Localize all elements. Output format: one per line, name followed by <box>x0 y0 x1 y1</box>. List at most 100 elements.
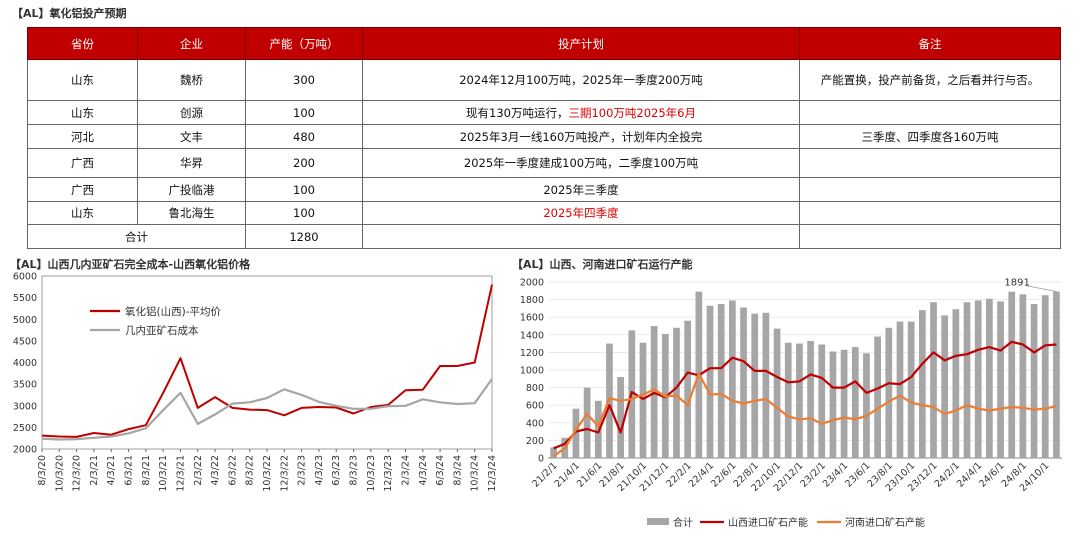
header-province: 省份 <box>27 27 138 60</box>
y-tick-label: 1400 <box>520 330 544 341</box>
ore-capacity-chart: 020040060080010001200140016001800200021/… <box>520 278 1062 529</box>
bar <box>851 347 859 458</box>
bar <box>706 305 714 458</box>
plan-highlight: 三期100万吨2025年6月 <box>568 105 696 120</box>
bar <box>863 353 870 458</box>
plan-text: 现有130万吨运行， <box>466 105 569 120</box>
production-plan-table: 省份 企业 产能（万吨） 投产计划 备注 山东 魏桥 300 2024年12月100万… <box>27 27 1061 249</box>
y-tick-label: 400 <box>526 418 544 429</box>
bar <box>617 377 624 458</box>
cost-price-chart: 2000 2500 3000 3500 4000 4500 5000 5500 6000 8/3/… <box>13 272 498 492</box>
y-tick-label: 2000 <box>520 278 544 289</box>
bar <box>807 340 814 458</box>
bar <box>907 321 915 458</box>
cell-note <box>799 100 1061 125</box>
table-total-row: 合计 1280 <box>27 224 1061 249</box>
plan-text: 2025年三季度 <box>543 182 619 197</box>
bar <box>673 327 680 458</box>
y-tick-label: 4500 <box>13 336 37 347</box>
cell-capacity: 300 <box>245 59 363 101</box>
cell-company: 鲁北海生 <box>137 201 246 225</box>
series-line-0 <box>41 284 493 438</box>
x-tick-label: 8/3/24 <box>452 455 463 486</box>
y-tick-label: 3500 <box>13 380 37 391</box>
x-tick-label: 12/3/22 <box>279 455 290 492</box>
y-tick-label: 5000 <box>13 315 37 326</box>
header-plan: 投产计划 <box>362 27 800 60</box>
cell-plan: 2025年一季度建成100万吨，二季度100万吨 <box>362 148 800 178</box>
cell-capacity: 100 <box>245 201 363 225</box>
y-tick-label: 5500 <box>13 293 37 304</box>
bar <box>818 344 826 458</box>
cell-province: 山东 <box>27 59 138 101</box>
x-tick-label: 10/3/22 <box>262 455 273 492</box>
series-line-2 <box>552 372 1057 458</box>
bar <box>572 408 580 458</box>
table-row: 广西 华昇 200 2025年一季度建成100万吨，二季度100万吨 <box>27 148 1061 178</box>
bar <box>717 304 725 458</box>
y-tick-label: 2000 <box>13 445 37 456</box>
bar <box>1053 291 1060 458</box>
plan-text: 2025年一季度建成100万吨，二季度100万吨 <box>463 156 699 170</box>
bar <box>1041 295 1049 458</box>
cell-company: 文丰 <box>137 124 246 149</box>
plan-text: 2024年12月100万吨，2025年一季度200万吨 <box>459 73 703 87</box>
series-line-1 <box>41 378 493 441</box>
legend-label: 几内亚矿石成本 <box>125 324 199 337</box>
cell-capacity: 100 <box>245 100 363 125</box>
header-company: 企业 <box>137 27 246 60</box>
bar <box>930 302 937 458</box>
x-tick-label: 4/3/23 <box>314 455 325 486</box>
cell-plan: 2025年三季度 <box>362 177 800 202</box>
bar <box>550 447 557 458</box>
cell-province: 广西 <box>27 148 138 178</box>
y-tick-label: 600 <box>526 401 544 412</box>
bar <box>918 310 926 458</box>
x-tick-label: 6/3/22 <box>227 455 238 486</box>
bar <box>840 349 848 458</box>
x-tick-label: 2/3/22 <box>193 455 204 486</box>
cell-plan: 2025年四季度 <box>362 201 800 225</box>
x-tick-label: 4/3/24 <box>418 455 429 486</box>
x-tick-label: 10/3/24 <box>470 455 481 492</box>
cell-province: 广西 <box>27 177 138 202</box>
bar <box>963 302 971 458</box>
x-tick-label: 2/3/24 <box>400 455 411 486</box>
empty-cell <box>362 224 800 249</box>
cell-company: 广投临港 <box>137 177 246 202</box>
bar <box>997 301 1004 458</box>
cell-plan: 现有130万吨运行，三期100万吨2025年6月 <box>362 100 800 125</box>
cell-company: 华昇 <box>137 148 246 178</box>
x-tick-label: 10/3/20 <box>54 455 65 492</box>
x-tick-label: 8/3/20 <box>37 455 48 486</box>
table-row: 河北 文丰 480 2025年3月一线160万吨投产，计划年内全投完 三季度、四季度各1… <box>27 124 1061 149</box>
x-tick-label: 2/3/23 <box>297 455 308 486</box>
x-tick-label: 6/3/23 <box>331 455 342 486</box>
cell-province: 河北 <box>27 124 138 149</box>
y-tick-label: 200 <box>526 436 544 447</box>
plan-text: 2025年3月一线160万吨投产，计划年内全投完 <box>459 129 703 144</box>
legend-swatch <box>647 518 669 525</box>
x-tick-label: 12/3/24 <box>487 455 498 492</box>
y-tick-label: 6000 <box>13 272 37 283</box>
bar <box>1030 304 1038 458</box>
x-tick-label: 12/3/23 <box>383 455 394 492</box>
y-tick-label: 4000 <box>13 358 37 369</box>
x-tick-label: 2/3/21 <box>89 455 100 486</box>
cell-capacity: 100 <box>245 177 363 202</box>
bar <box>829 351 837 458</box>
header-note: 备注 <box>799 27 1061 60</box>
bar <box>941 315 949 458</box>
total-value: 1280 <box>245 224 363 249</box>
y-tick-label: 1200 <box>520 348 544 359</box>
x-tick-label: 4/3/21 <box>106 455 117 486</box>
bar <box>952 309 960 458</box>
y-tick-label: 1800 <box>520 295 544 306</box>
bar <box>896 321 904 458</box>
legend-label: 山西进口矿石产能 <box>728 516 808 529</box>
table-row: 山东 鲁北海生 100 2025年四季度 <box>27 201 1061 225</box>
plan-highlight: 2025年四季度 <box>543 206 619 220</box>
chart1-title: 【AL】山西几内亚矿石完全成本-山西氧化铝价格 <box>10 258 251 271</box>
table-title: 【AL】氧化铝投产预期 <box>12 7 127 20</box>
table-row: 山东 创源 100 现有130万吨运行，三期100万吨2025年6月 <box>27 100 1061 125</box>
